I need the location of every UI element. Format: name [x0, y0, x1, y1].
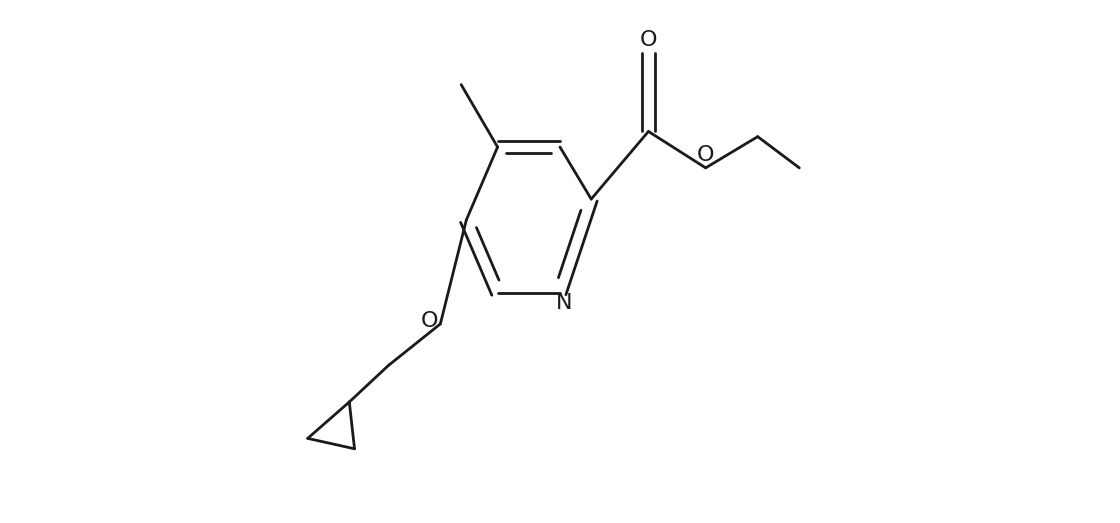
Text: O: O: [640, 30, 657, 50]
Text: O: O: [697, 145, 715, 165]
Text: N: N: [556, 293, 572, 313]
Text: O: O: [421, 311, 439, 332]
